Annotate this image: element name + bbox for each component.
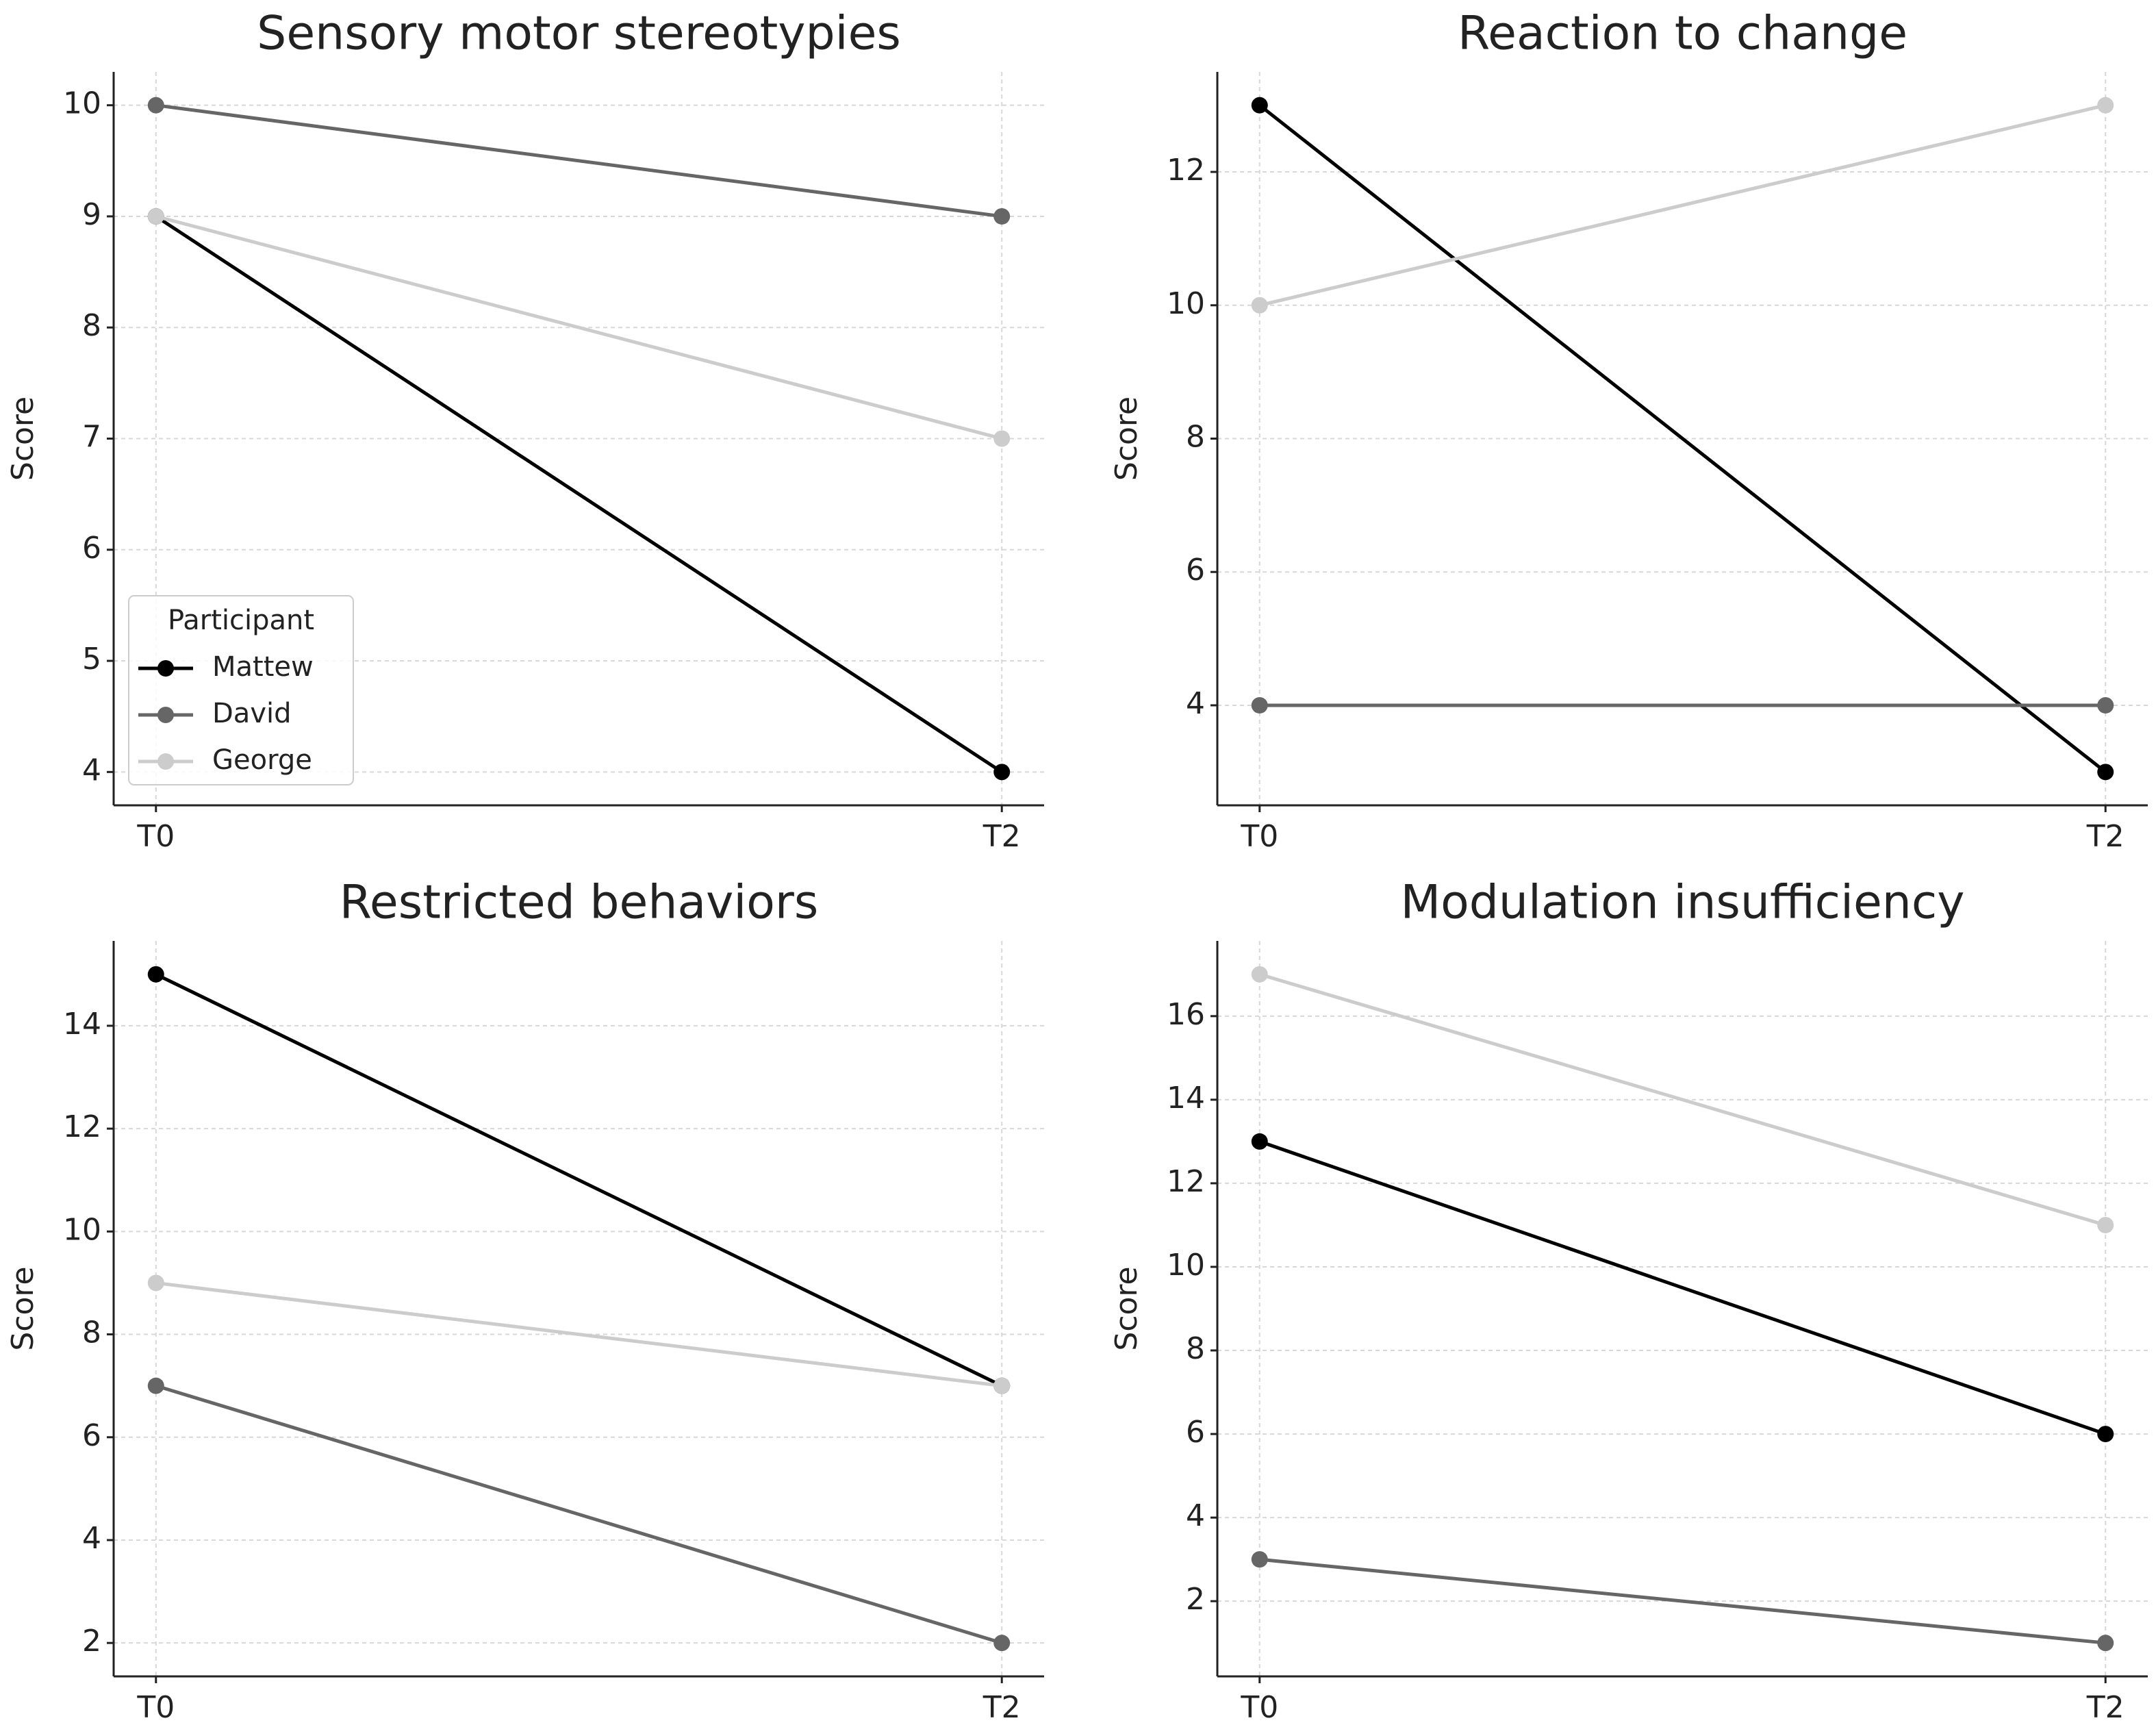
y-tick-label: 10 <box>63 86 101 121</box>
point <box>147 1377 164 1394</box>
series-line <box>155 214 1003 774</box>
y-tick-label: 14 <box>63 1007 101 1042</box>
point <box>147 966 164 983</box>
x-tick-label: T2 <box>982 1690 1021 1725</box>
legend-marker <box>157 753 174 770</box>
chart-title: Sensory motor stereotypies <box>257 7 901 61</box>
point <box>1251 97 1268 114</box>
legend-marker <box>157 707 174 723</box>
point <box>2097 696 2114 714</box>
y-tick-label: 6 <box>1186 1415 1205 1450</box>
point <box>993 764 1011 781</box>
y-tick-label: 8 <box>1186 420 1205 455</box>
y-axis-label: Score <box>5 1266 40 1350</box>
chart-title: Modulation insufficiency <box>1400 876 1964 930</box>
legend-marker <box>157 660 174 677</box>
point <box>1251 696 1268 714</box>
point <box>993 1377 1011 1394</box>
y-tick-label: 10 <box>63 1212 101 1247</box>
y-tick-label: 4 <box>82 1521 101 1556</box>
y-tick-label: 8 <box>82 1315 101 1350</box>
y-tick-label: 12 <box>63 1109 101 1144</box>
y-axis-label: Score <box>5 396 40 481</box>
legend-title: Participant <box>168 605 314 636</box>
point <box>147 1274 164 1292</box>
y-tick-label: 7 <box>82 420 101 455</box>
y-tick-label: 12 <box>1167 1164 1205 1199</box>
y-tick-label: 8 <box>82 308 101 343</box>
legend-label: David <box>212 698 292 729</box>
y-tick-label: 2 <box>82 1624 101 1659</box>
y-tick-label: 6 <box>82 1418 101 1453</box>
series-line <box>1259 103 2106 307</box>
y-axis-label: Score <box>1109 1266 1144 1350</box>
x-tick-label: T0 <box>1240 819 1278 854</box>
y-tick-label: 12 <box>1167 153 1205 188</box>
point <box>1251 297 1268 314</box>
y-tick-label: 5 <box>82 642 101 677</box>
point <box>1251 1551 1268 1568</box>
y-tick-label: 16 <box>1167 997 1205 1032</box>
series-line <box>155 1281 1002 1388</box>
y-tick-label: 6 <box>1186 553 1205 588</box>
x-tick-label: T2 <box>2086 1690 2125 1725</box>
legend-label: Mattew <box>212 651 314 683</box>
y-tick-label: 4 <box>82 753 101 788</box>
y-tick-label: 4 <box>1186 1498 1205 1533</box>
y-axis-label: Score <box>1109 396 1144 481</box>
chart-title: Restricted behaviors <box>340 876 819 930</box>
series-line <box>1258 103 2107 774</box>
point <box>147 207 164 225</box>
x-tick-label: T0 <box>136 1690 175 1725</box>
point <box>1251 1133 1268 1150</box>
y-tick-label: 2 <box>1186 1582 1205 1617</box>
point <box>2097 764 2114 781</box>
x-tick-label: T0 <box>1240 1690 1278 1725</box>
x-tick-label: T2 <box>2086 819 2125 854</box>
x-tick-label: T2 <box>982 819 1021 854</box>
point <box>2097 1216 2114 1233</box>
point <box>2097 97 2114 114</box>
point <box>993 207 1011 225</box>
series-line <box>155 1384 1002 1645</box>
point <box>1251 966 1268 983</box>
legend-box <box>128 595 354 785</box>
point <box>993 430 1011 447</box>
point <box>147 97 164 114</box>
y-tick-label: 4 <box>1186 686 1205 721</box>
chart-title: Reaction to change <box>1458 7 1907 61</box>
series-line <box>155 103 1002 218</box>
series-line <box>1258 1139 2107 1436</box>
y-tick-label: 10 <box>1167 1248 1205 1283</box>
y-tick-label: 10 <box>1167 286 1205 321</box>
y-tick-label: 9 <box>82 197 101 232</box>
point <box>2097 1426 2114 1443</box>
y-tick-label: 14 <box>1167 1081 1205 1116</box>
series-line <box>155 972 1003 1387</box>
x-tick-label: T0 <box>136 819 175 854</box>
point <box>993 1635 1011 1652</box>
y-tick-label: 6 <box>82 531 101 566</box>
series-line <box>1259 1557 2106 1645</box>
legend-label: George <box>212 744 312 776</box>
series-line <box>1259 972 2106 1227</box>
series-line <box>155 214 1002 440</box>
point <box>2097 1635 2114 1652</box>
y-tick-label: 8 <box>1186 1331 1205 1366</box>
